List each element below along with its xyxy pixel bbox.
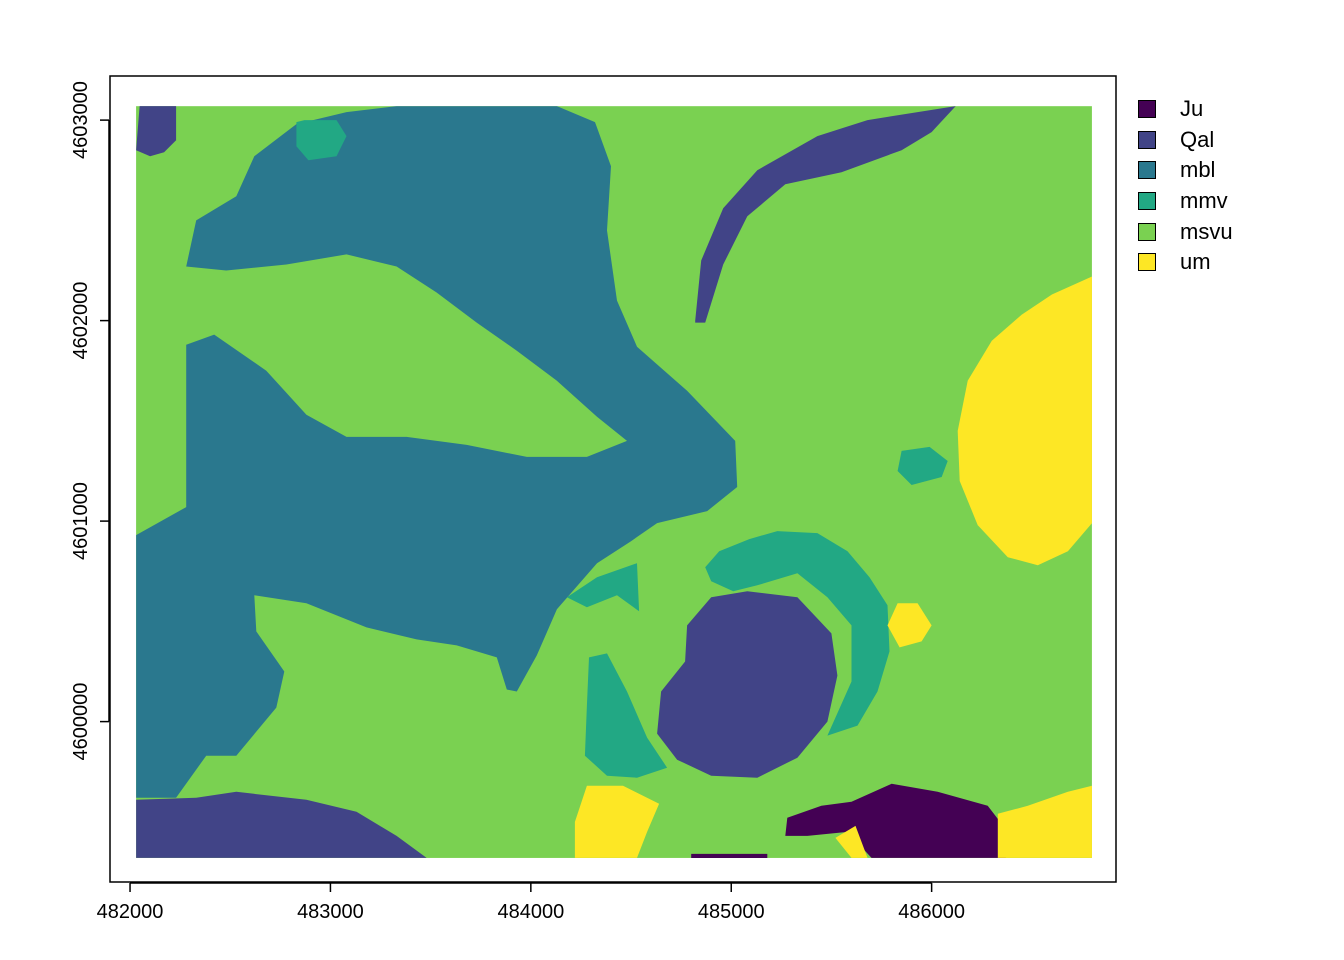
region-um-15: [997, 785, 1092, 858]
legend-item-qal: Qal: [1138, 125, 1233, 156]
region-qal-1: [136, 106, 177, 157]
region-um-11: [574, 785, 660, 858]
raster-cells: [136, 106, 1092, 858]
legend-item-msvu: msvu: [1138, 216, 1233, 247]
legend-item-ju: Ju: [1138, 94, 1233, 125]
region-mmv-5: [897, 446, 948, 485]
region-um-4: [957, 276, 1092, 566]
legend: Ju Qal mbl mmv msvu um: [1138, 94, 1233, 278]
legend-label-msvu: msvu: [1180, 218, 1233, 244]
legend-label-mbl: mbl: [1180, 157, 1216, 183]
x-tick-label: 484000: [497, 901, 564, 923]
legend-swatch-ju: [1138, 100, 1156, 119]
y-axis: 4600000 4601000 4602000 4603000: [70, 81, 110, 761]
legend-item-um: um: [1138, 247, 1233, 278]
region-ju-12: [691, 853, 768, 858]
plot-frame: [109, 75, 1117, 883]
region-um-14: [835, 825, 868, 858]
legend-label-mmv: mmv: [1180, 188, 1228, 214]
legend-swatch-mbl: [1138, 161, 1156, 180]
legend-label-ju: Ju: [1180, 96, 1204, 122]
y-tick-label: 4600000: [70, 683, 92, 761]
legend-label-qal: Qal: [1180, 126, 1215, 152]
region-mmv-7: [705, 531, 890, 736]
region-qal-3: [695, 106, 956, 323]
x-axis: 482000 483000 484000 485000 486000: [97, 882, 965, 923]
y-tick-label: 4603000: [70, 81, 92, 159]
y-tick-label: 4602000: [70, 282, 92, 360]
region-qal-10: [136, 791, 427, 858]
region-qal-8: [657, 591, 838, 778]
region-mmv-6: [566, 563, 640, 612]
legend-swatch-mmv: [1138, 192, 1156, 211]
y-tick-label: 4601000: [70, 482, 92, 560]
x-tick-label: 485000: [698, 901, 765, 923]
legend-item-mmv: mmv: [1138, 186, 1233, 217]
raster-layer: [136, 106, 1092, 858]
region-mmv-9: [584, 653, 668, 778]
region-mmv-2: [296, 120, 347, 161]
legend-item-mbl: mbl: [1138, 155, 1233, 186]
x-tick-label: 482000: [97, 901, 164, 923]
region-ju-13: [785, 783, 1008, 858]
legend-swatch-msvu: [1138, 222, 1156, 241]
region-um-16: [887, 603, 932, 648]
legend-label-um: um: [1180, 249, 1211, 275]
region-mbl-0: [136, 106, 738, 798]
x-tick-label: 486000: [898, 901, 965, 923]
legend-swatch-qal: [1138, 130, 1156, 149]
x-tick-label: 483000: [297, 901, 364, 923]
legend-swatch-um: [1138, 253, 1156, 272]
